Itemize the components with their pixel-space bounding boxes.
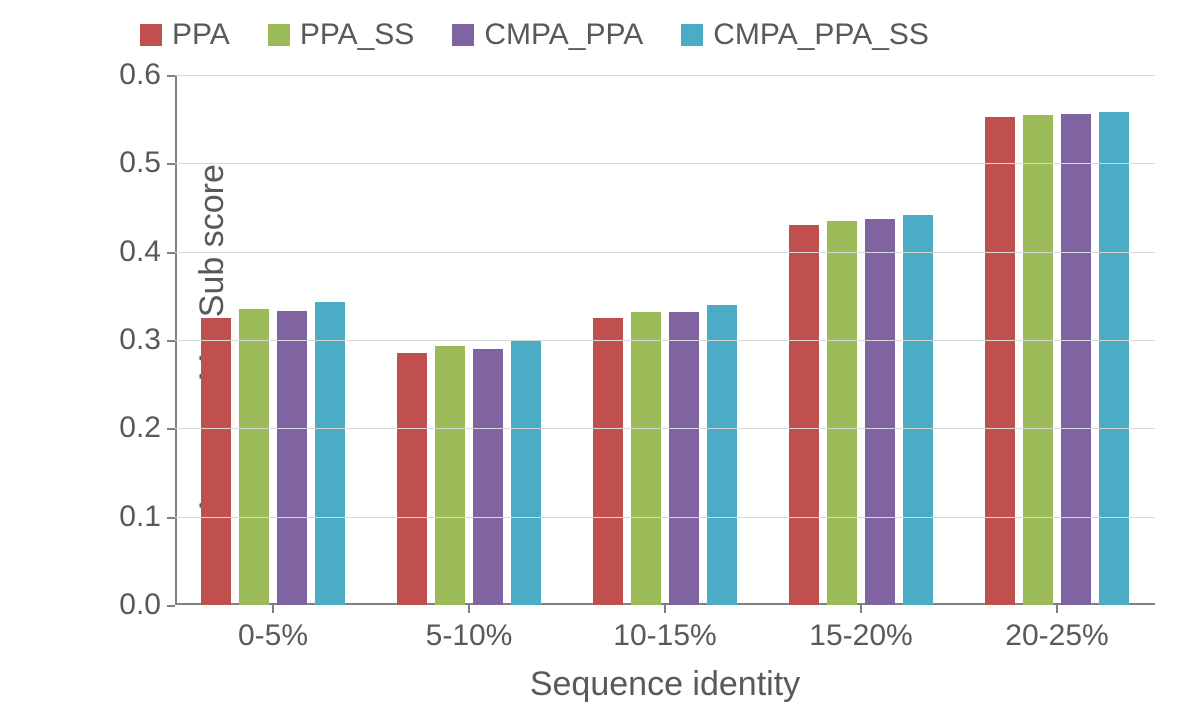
y-tick-mark [167, 517, 175, 519]
legend-item: PPA [140, 18, 230, 52]
bars [985, 112, 1129, 605]
gridline [175, 252, 1155, 253]
bar [1023, 115, 1053, 605]
bar [669, 312, 699, 605]
bars [397, 340, 541, 605]
legend-label: PPA_SS [300, 18, 415, 52]
bar [511, 340, 541, 605]
legend-item: CMPA_PPA_SS [681, 18, 929, 52]
bar [593, 318, 623, 605]
bars [789, 215, 933, 605]
x-tick-label: 0-5% [238, 605, 308, 653]
legend-swatch [681, 24, 703, 46]
bar [277, 311, 307, 605]
bar [865, 219, 895, 605]
legend-item: CMPA_PPA [452, 18, 643, 52]
y-tick-mark [167, 428, 175, 430]
bars [201, 302, 345, 605]
y-tick-mark [167, 605, 175, 607]
gridline [175, 517, 1155, 518]
gridline [175, 340, 1155, 341]
gridline [175, 75, 1155, 76]
plot-area: 0-5%5-10%10-15%15-20%20-25% 0.00.10.20.3… [175, 75, 1155, 605]
legend-swatch [268, 24, 290, 46]
legend-label: PPA [172, 18, 230, 52]
x-tick-label: 10-15% [613, 605, 716, 653]
bar [397, 353, 427, 605]
legend-swatch [140, 24, 162, 46]
bar [1061, 114, 1091, 605]
bar-chart: PPA PPA_SS CMPA_PPA CMPA_PPA_SS Average … [0, 0, 1200, 721]
legend: PPA PPA_SS CMPA_PPA CMPA_PPA_SS [140, 18, 1160, 52]
y-tick-mark [167, 340, 175, 342]
bar [201, 318, 231, 605]
x-tick-label: 15-20% [809, 605, 912, 653]
y-tick-mark [167, 75, 175, 77]
x-tick-label: 5-10% [426, 605, 513, 653]
x-tick-label: 20-25% [1005, 605, 1108, 653]
y-tick-mark [167, 163, 175, 165]
y-tick-mark [167, 252, 175, 254]
bar [707, 305, 737, 605]
x-axis-title: Sequence identity [175, 665, 1155, 704]
bar [315, 302, 345, 605]
bars [593, 305, 737, 605]
bar [903, 215, 933, 605]
legend-label: CMPA_PPA_SS [713, 18, 929, 52]
bar [473, 349, 503, 605]
bar [631, 312, 661, 605]
bar [239, 309, 269, 605]
bar [1099, 112, 1129, 605]
gridline [175, 428, 1155, 429]
gridline [175, 163, 1155, 164]
bar [789, 225, 819, 605]
legend-swatch [452, 24, 474, 46]
bar [435, 346, 465, 605]
bar [827, 221, 857, 605]
legend-label: CMPA_PPA [484, 18, 643, 52]
legend-item: PPA_SS [268, 18, 415, 52]
bar [985, 117, 1015, 605]
